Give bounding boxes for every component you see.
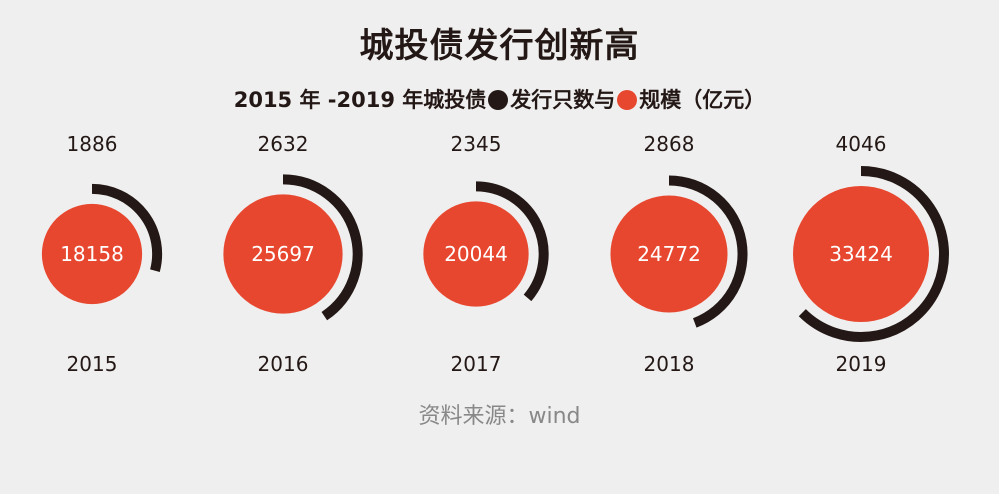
count-value-2019: 4046 [836, 132, 887, 156]
year-label-2019: 2019 [836, 352, 887, 376]
size-value-2016: 25697 [251, 242, 315, 266]
size-bubble-2017 [423, 201, 529, 307]
subtitle-count-label: 发行只数与 [510, 88, 616, 112]
chart-subtitle: 2015 年 -2019 年城投债 发行只数与 规模（亿元） [0, 84, 999, 114]
subtitle-size-label: 规模（亿元） [639, 88, 766, 112]
year-label-2016: 2016 [258, 352, 309, 376]
size-bubble-2019 [793, 186, 929, 322]
count-value-2018: 2868 [644, 132, 695, 156]
count-arc-2019 [798, 166, 949, 342]
year-label-2015: 2015 [67, 352, 118, 376]
size-bubble-2015 [41, 203, 143, 305]
subtitle-prefix: 2015 年 -2019 年城投债 [233, 88, 487, 112]
count-value-2016: 2632 [258, 132, 309, 156]
year-label-2018: 2018 [644, 352, 695, 376]
size-legend-dot [617, 90, 638, 110]
count-arc-2016 [282, 174, 363, 321]
count-value-2017: 2345 [451, 132, 502, 156]
chart-title: 城投债发行创新高 [359, 26, 640, 66]
size-value-2017: 20044 [444, 242, 508, 266]
size-value-2018: 24772 [637, 242, 701, 266]
source-note: 资料来源：wind [418, 404, 581, 429]
year-label-2017: 2017 [451, 352, 502, 376]
count-arc-2017 [475, 181, 549, 302]
size-value-2015: 18158 [60, 242, 124, 266]
count-arc-2018 [668, 175, 748, 328]
size-bubble-2018 [610, 195, 728, 313]
size-value-2019: 33424 [829, 242, 893, 266]
count-value-2015: 1886 [67, 132, 118, 156]
count-arc-2015 [91, 183, 163, 272]
size-bubble-2016 [223, 194, 343, 314]
count-legend-dot [488, 90, 509, 110]
